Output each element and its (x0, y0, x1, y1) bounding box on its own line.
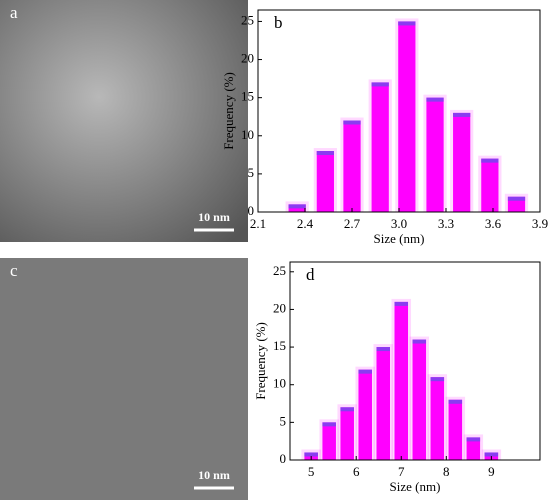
plot-frame (289, 261, 541, 461)
y-tick-label: 20 (273, 300, 286, 315)
x-tick-label: 3.9 (532, 216, 548, 231)
bar-cap (466, 437, 481, 442)
bar (394, 301, 409, 460)
y-tick-label: 15 (273, 338, 286, 353)
x-tick-label: 3.6 (485, 216, 502, 231)
bar-cap (426, 97, 444, 102)
y-tick-label: 10 (273, 376, 286, 391)
bar (371, 82, 389, 212)
bar-cap (484, 452, 499, 457)
bar-cap (481, 158, 499, 163)
bar (430, 377, 445, 460)
bar-cap (316, 151, 334, 156)
tem-image (0, 258, 248, 500)
bar (376, 347, 390, 460)
x-tick-label: 6 (353, 464, 360, 479)
bar (343, 120, 361, 212)
x-tick-label: 3.3 (438, 216, 454, 231)
x-axis-label: Size (nm) (374, 231, 425, 246)
bar (453, 112, 471, 212)
y-tick-label: 15 (241, 89, 254, 104)
bar-cap (304, 452, 318, 457)
bar-cap (453, 112, 471, 117)
bar-cap (507, 196, 526, 201)
y-tick-label: 5 (248, 165, 255, 180)
panel-label: a (10, 3, 18, 22)
bar (466, 437, 481, 460)
y-axis-label: Frequency (%) (253, 322, 268, 400)
bar (398, 21, 416, 213)
x-tick-label: 2.4 (297, 216, 314, 231)
panel-label: d (306, 265, 315, 284)
tem-image (0, 0, 248, 242)
x-tick-label: 2.1 (250, 216, 266, 231)
bar-cap (371, 82, 389, 87)
scale-bar-label: 10 nm (198, 468, 230, 482)
bar (426, 97, 444, 212)
bar-cap (430, 377, 445, 382)
y-tick-label: 0 (248, 203, 255, 218)
y-tick-label: 0 (280, 451, 287, 466)
bar (481, 158, 499, 212)
x-tick-label: 2.7 (344, 216, 361, 231)
y-tick-label: 5 (280, 413, 287, 428)
bar (322, 422, 336, 460)
bar-cap (288, 204, 306, 209)
bar (316, 151, 334, 212)
x-tick-label: 3.0 (391, 216, 407, 231)
x-tick-label: 8 (443, 464, 450, 479)
x-axis-label: Size (nm) (390, 479, 441, 494)
bar-cap (343, 120, 361, 125)
bar-cap (394, 301, 409, 306)
y-axis-label: Frequency (%) (221, 72, 236, 150)
x-tick-label: 7 (398, 464, 405, 479)
bar-cap (376, 347, 390, 352)
bar (358, 369, 372, 460)
bar (340, 407, 354, 460)
bar-cap (412, 339, 427, 344)
y-tick-label: 25 (273, 263, 286, 278)
bar (448, 399, 463, 460)
x-tick-label: 5 (308, 464, 315, 479)
bar-cap (322, 422, 336, 427)
panel-label: c (10, 261, 18, 280)
bar-cap (398, 21, 416, 26)
bar-cap (358, 369, 372, 374)
bar-cap (340, 407, 354, 412)
y-tick-label: 20 (241, 51, 254, 66)
y-tick-label: 10 (241, 127, 254, 142)
panel-label: b (274, 13, 283, 32)
bar-cap (448, 399, 463, 404)
bar (412, 339, 427, 460)
x-tick-label: 9 (488, 464, 495, 479)
y-tick-label: 25 (241, 12, 254, 27)
scale-bar-label: 10 nm (198, 210, 230, 224)
